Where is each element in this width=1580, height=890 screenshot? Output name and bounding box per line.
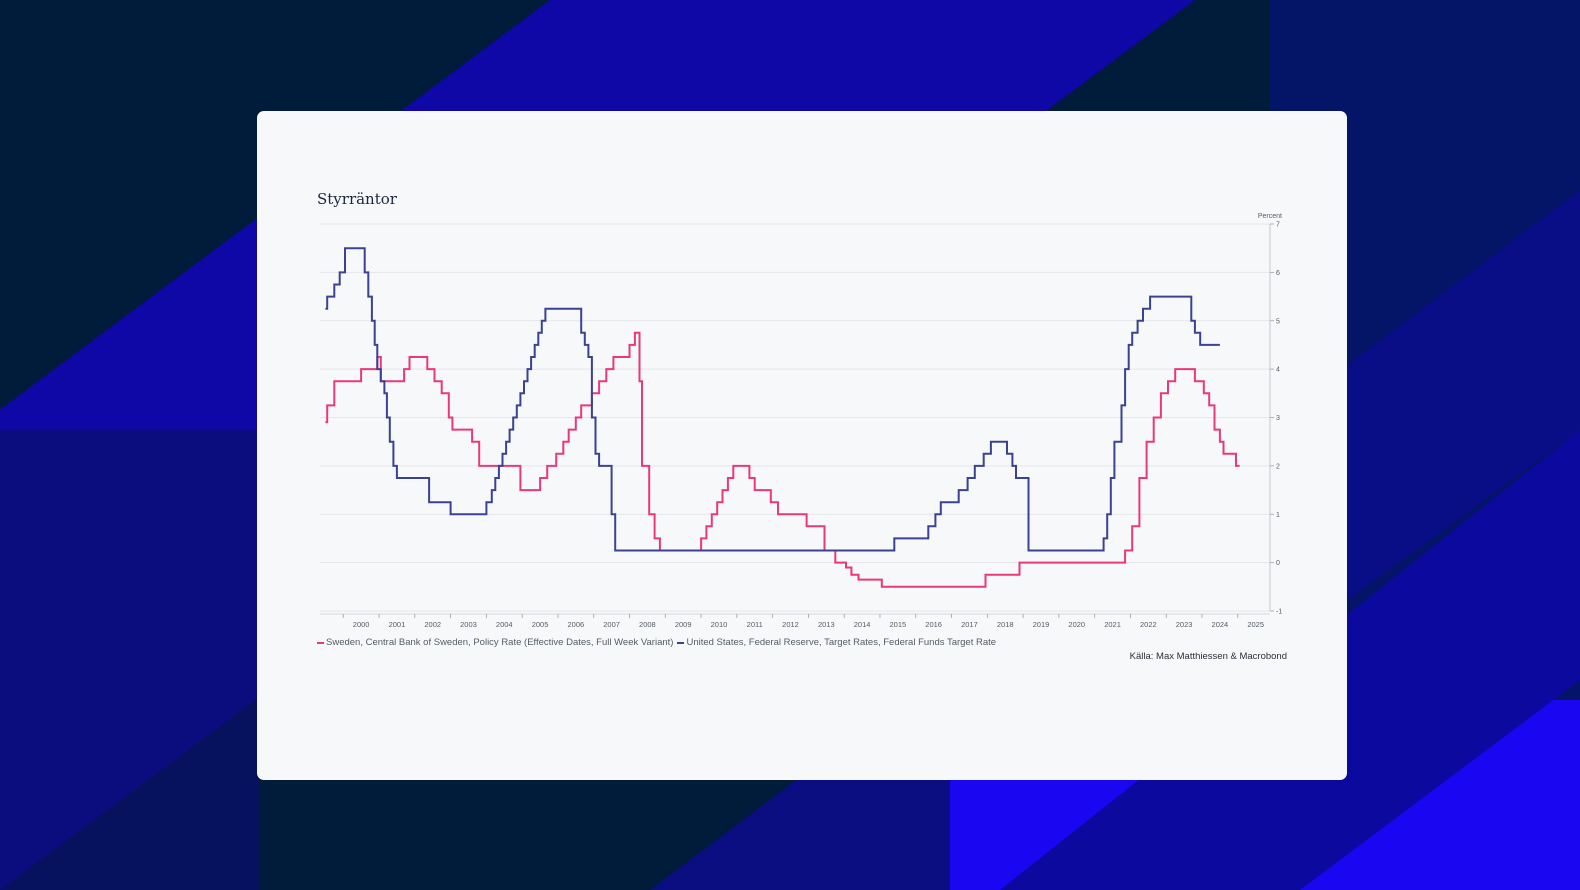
x-tick-label: 2021 — [1104, 620, 1121, 629]
x-tick-label: 2004 — [496, 620, 513, 629]
legend-swatch-us — [677, 641, 685, 644]
x-tick-label: 2002 — [424, 620, 441, 629]
x-tick-label: 2022 — [1140, 620, 1157, 629]
y-tick-label: 4 — [1276, 367, 1280, 374]
chart-plot: -1 0 1 2 3 4 5 6 7 Percent 2000 2001 2002 2003 2004 200… — [320, 213, 1282, 629]
x-tick-label: 2023 — [1176, 620, 1193, 629]
x-tick-label: 2011 — [747, 620, 763, 629]
x-tick-label: 2007 — [603, 620, 620, 629]
x-tick-label: 2024 — [1212, 620, 1229, 629]
chart-title: Styrräntor — [317, 190, 397, 208]
y-tick-label: 1 — [1276, 512, 1280, 519]
series-line-sweden — [325, 331, 1240, 588]
x-tick-label: 2016 — [925, 620, 942, 629]
legend-label-sweden: Sweden, Central Bank of Sweden, Policy R… — [326, 637, 674, 648]
x-tick-label: 2012 — [782, 620, 799, 629]
legend-item-sweden: Sweden, Central Bank of Sweden, Policy R… — [317, 637, 673, 648]
source-note: Källa: Max Matthiessen & Macrobond — [1129, 651, 1287, 662]
y-axis-label: Percent — [1258, 213, 1282, 220]
chart-legend: Sweden, Central Bank of Sweden, Policy R… — [317, 637, 1000, 648]
x-tick-label: 2018 — [997, 620, 1014, 629]
x-tick-label: 2017 — [961, 620, 978, 629]
y-tick-label: 3 — [1276, 415, 1280, 422]
y-tick-label: 2 — [1276, 463, 1280, 470]
y-tick-label: 7 — [1276, 222, 1280, 229]
x-tick-label: 2010 — [711, 620, 728, 629]
legend-swatch-sweden — [317, 641, 324, 644]
x-tick-label: 2009 — [675, 620, 692, 629]
y-tick-label: 0 — [1276, 560, 1280, 567]
x-tick-label: 2020 — [1068, 620, 1085, 629]
x-tick-label: 2014 — [854, 620, 871, 629]
x-tick-label: 2003 — [460, 620, 477, 629]
x-tick-label: 2015 — [890, 620, 907, 629]
series-line-us — [325, 247, 1220, 552]
x-tick-label: 2008 — [639, 620, 656, 629]
x-tick-label: 2006 — [567, 620, 584, 629]
y-tick-label: -1 — [1276, 609, 1282, 616]
x-tick-label: 2001 — [389, 620, 406, 629]
x-tick-label: 2013 — [818, 620, 835, 629]
legend-label-us: United States, Federal Reserve, Target R… — [686, 637, 997, 648]
x-tick-label: 2019 — [1033, 620, 1050, 629]
legend-item-us: United States, Federal Reserve, Target R… — [677, 637, 996, 648]
chart-card: Styrräntor -1 0 1 2 3 4 5 6 7 Percent 2000 2001 2002… — [257, 111, 1347, 780]
x-tick-label: 2000 — [353, 620, 370, 629]
y-tick-label: 5 — [1276, 318, 1280, 325]
y-tick-label: 6 — [1276, 270, 1280, 277]
x-tick-label: 2005 — [532, 620, 549, 629]
x-tick-label: 2025 — [1247, 620, 1264, 629]
